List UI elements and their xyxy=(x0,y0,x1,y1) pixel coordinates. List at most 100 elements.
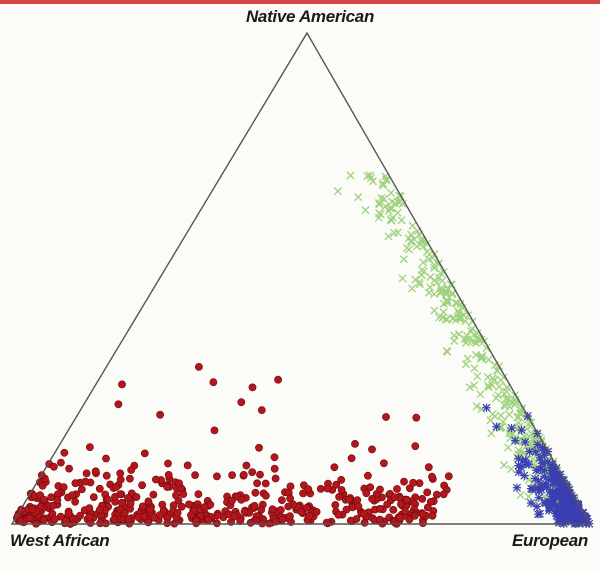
data-point-circle xyxy=(304,512,313,520)
data-point-circle xyxy=(347,454,356,463)
data-point-circle xyxy=(163,483,172,491)
data-point-circle xyxy=(102,454,110,463)
data-point-asterisk xyxy=(553,505,563,514)
data-point-asterisk xyxy=(553,508,562,517)
data-point-circle xyxy=(127,466,136,474)
data-point-x xyxy=(443,284,453,293)
data-point-circle xyxy=(149,513,158,522)
data-point-circle xyxy=(382,413,390,421)
data-point-asterisk xyxy=(548,480,557,489)
data-point-x xyxy=(456,314,465,323)
data-point-x xyxy=(453,306,462,315)
data-point-circle xyxy=(389,505,398,514)
data-point-circle xyxy=(276,506,285,514)
data-point-circle xyxy=(304,485,313,494)
data-point-circle xyxy=(360,518,369,527)
data-point-circle xyxy=(397,500,405,509)
data-point-x xyxy=(430,276,439,285)
data-point-circle xyxy=(164,470,173,479)
data-point-circle xyxy=(102,471,111,480)
data-point-circle xyxy=(312,507,321,516)
data-point-x xyxy=(470,337,479,346)
data-point-x xyxy=(473,329,482,338)
data-point-circle xyxy=(330,463,339,472)
data-point-circle xyxy=(57,458,65,467)
data-point-asterisk xyxy=(517,425,526,435)
data-point-circle xyxy=(359,509,368,518)
data-point-asterisk xyxy=(521,455,530,465)
data-point-circle xyxy=(228,471,236,479)
data-point-circle xyxy=(368,445,376,454)
data-point-circle xyxy=(28,505,37,514)
data-point-x xyxy=(384,232,393,241)
data-point-asterisk xyxy=(482,403,491,412)
data-point-asterisk xyxy=(566,517,576,526)
data-point-x xyxy=(376,210,385,219)
data-point-circle xyxy=(177,502,186,511)
data-point-asterisk xyxy=(545,487,554,496)
data-point-circle xyxy=(401,507,409,515)
data-point-circle xyxy=(444,472,453,481)
data-point-circle xyxy=(335,492,343,501)
data-point-asterisk xyxy=(558,484,567,493)
data-point-asterisk xyxy=(569,511,578,520)
data-point-x xyxy=(444,285,453,294)
data-point-asterisk xyxy=(536,465,545,474)
data-point-circle xyxy=(164,459,172,468)
data-point-x xyxy=(486,416,495,425)
data-point-asterisk xyxy=(537,459,547,468)
data-point-asterisk xyxy=(532,466,541,475)
data-point-x xyxy=(487,429,496,438)
data-point-circle xyxy=(428,472,436,481)
data-point-circle xyxy=(71,497,79,506)
data-point-circle xyxy=(383,500,392,509)
data-point-circle xyxy=(337,475,346,484)
data-point-circle xyxy=(351,439,359,448)
data-point-circle xyxy=(156,410,164,419)
data-point-circle xyxy=(255,443,263,452)
data-point-x xyxy=(419,258,428,267)
data-point-circle xyxy=(362,489,371,498)
data-point-circle xyxy=(323,484,332,493)
data-point-asterisk xyxy=(562,508,571,517)
data-point-x xyxy=(490,375,499,384)
data-point-x xyxy=(393,228,402,237)
data-point-circle xyxy=(424,463,433,472)
data-point-x xyxy=(463,354,472,363)
data-point-circle xyxy=(200,503,209,512)
data-point-circle xyxy=(411,442,420,450)
data-point-x xyxy=(461,360,471,369)
data-point-circle xyxy=(39,495,48,504)
data-point-circle xyxy=(230,512,239,521)
data-point-circle xyxy=(191,471,199,479)
data-point-x xyxy=(408,284,417,293)
data-point-x xyxy=(499,461,509,470)
data-point-circle xyxy=(25,514,34,522)
data-point-x xyxy=(418,239,428,248)
data-point-circle xyxy=(53,496,62,505)
data-point-x xyxy=(470,364,479,373)
data-point-asterisk xyxy=(518,456,527,465)
data-point-x xyxy=(378,181,388,190)
data-point-circle xyxy=(268,505,277,514)
data-point-circle xyxy=(334,511,343,519)
vertex-label-european: European xyxy=(511,531,588,550)
data-point-x xyxy=(404,245,414,254)
data-point-asterisk xyxy=(559,476,568,485)
data-point-x xyxy=(463,334,472,344)
data-point-x xyxy=(450,336,459,345)
data-point-asterisk xyxy=(555,493,564,502)
data-point-asterisk xyxy=(547,492,556,501)
data-point-x xyxy=(442,346,451,356)
data-point-circle xyxy=(297,507,306,516)
data-point-x xyxy=(410,235,419,244)
data-point-circle xyxy=(250,501,259,510)
data-point-x xyxy=(494,391,503,400)
data-point-asterisk xyxy=(551,475,560,484)
data-point-x xyxy=(470,381,479,390)
data-point-circle xyxy=(151,475,160,484)
vertex-label-west-african: West African xyxy=(10,531,110,550)
data-point-asterisk xyxy=(538,443,547,452)
data-point-x xyxy=(417,270,426,280)
data-point-circle xyxy=(163,519,172,527)
